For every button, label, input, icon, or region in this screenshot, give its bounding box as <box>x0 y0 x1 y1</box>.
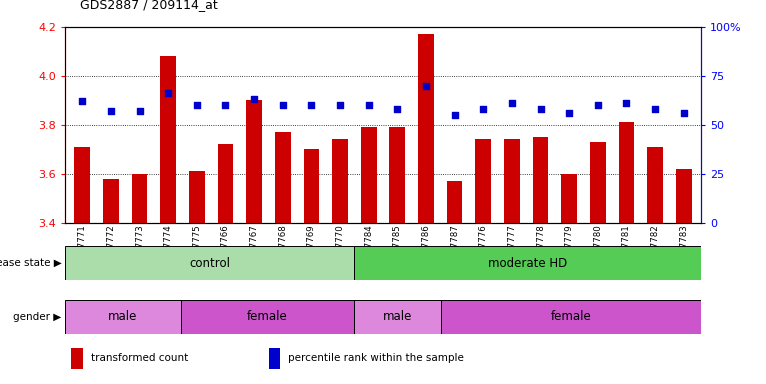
Text: male: male <box>108 310 138 323</box>
Bar <box>65 246 354 280</box>
Text: percentile rank within the sample: percentile rank within the sample <box>288 353 463 363</box>
Text: male: male <box>383 310 412 323</box>
Bar <box>676 169 692 223</box>
Point <box>506 100 518 106</box>
Bar <box>160 56 176 223</box>
Text: GDS2887 / 209114_at: GDS2887 / 209114_at <box>80 0 218 12</box>
Bar <box>476 139 491 223</box>
Bar <box>532 137 548 223</box>
Point <box>678 110 690 116</box>
Bar <box>181 300 354 334</box>
Text: gender ▶: gender ▶ <box>14 312 62 322</box>
Bar <box>246 100 262 223</box>
Point <box>420 83 432 89</box>
Point <box>248 96 260 103</box>
Point <box>76 98 88 104</box>
Point <box>391 106 404 112</box>
Bar <box>361 127 377 223</box>
Bar <box>275 132 290 223</box>
Point <box>448 112 460 118</box>
Bar <box>418 34 434 223</box>
Text: control: control <box>189 257 230 270</box>
Bar <box>590 142 606 223</box>
Point <box>133 108 146 114</box>
Point <box>277 102 289 108</box>
Bar <box>354 300 440 334</box>
Point <box>334 102 346 108</box>
Point <box>620 100 633 106</box>
Point <box>649 106 661 112</box>
Bar <box>269 348 280 369</box>
Bar <box>65 300 181 334</box>
Text: disease state ▶: disease state ▶ <box>0 258 62 268</box>
Bar <box>561 174 577 223</box>
Bar <box>132 174 147 223</box>
Point <box>306 102 318 108</box>
Point <box>563 110 575 116</box>
Text: female: female <box>551 310 591 323</box>
Point <box>219 102 231 108</box>
Bar <box>71 348 83 369</box>
Bar <box>389 127 405 223</box>
Point <box>477 106 489 112</box>
Point <box>191 102 203 108</box>
Bar <box>504 139 520 223</box>
Point <box>535 106 547 112</box>
Bar <box>447 181 463 223</box>
Point <box>362 102 375 108</box>
Bar <box>189 171 205 223</box>
Bar <box>303 149 319 223</box>
Bar <box>619 122 634 223</box>
Point <box>105 108 117 114</box>
Bar <box>354 246 701 280</box>
Bar <box>440 300 701 334</box>
Point <box>591 102 604 108</box>
Bar <box>103 179 119 223</box>
Text: female: female <box>247 310 288 323</box>
Bar <box>647 147 663 223</box>
Bar <box>74 147 90 223</box>
Point <box>162 90 175 96</box>
Bar <box>332 139 348 223</box>
Bar <box>218 144 234 223</box>
Text: transformed count: transformed count <box>90 353 188 363</box>
Text: moderate HD: moderate HD <box>488 257 567 270</box>
